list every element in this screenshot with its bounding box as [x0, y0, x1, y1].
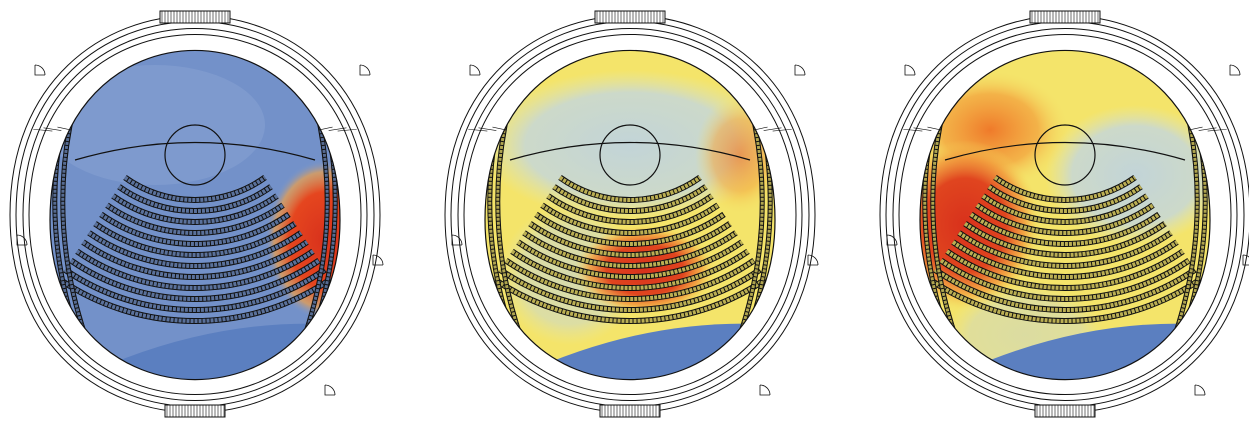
seat-row	[510, 249, 750, 290]
seat-row	[951, 240, 1179, 279]
door	[469, 64, 481, 76]
seat-row	[981, 194, 1149, 224]
stair-step	[1207, 128, 1227, 132]
heat-zone	[485, 323, 775, 380]
wall	[450, 20, 810, 408]
wall	[9, 15, 381, 414]
seat-row	[81, 240, 309, 279]
stage-edge	[944, 141, 1186, 161]
seat-row	[492, 277, 768, 323]
seat-row	[993, 175, 1137, 202]
heat-zone	[920, 323, 1210, 380]
stair-step	[772, 128, 792, 132]
door	[16, 234, 28, 246]
door	[372, 254, 384, 266]
door	[359, 64, 371, 76]
stair-step	[903, 128, 923, 132]
seat-row	[534, 212, 726, 246]
wall	[22, 27, 368, 401]
stage-edge	[509, 141, 751, 161]
stair-step	[337, 128, 357, 132]
seat-row	[957, 231, 1173, 268]
wall	[444, 15, 816, 414]
wall	[885, 20, 1245, 408]
wall	[879, 15, 1249, 414]
door	[324, 384, 336, 396]
door	[794, 64, 806, 76]
stair	[164, 404, 226, 418]
seat-row	[933, 268, 1197, 312]
seat-row	[969, 212, 1161, 246]
stair-step	[468, 128, 488, 132]
stage-edge	[74, 141, 316, 161]
wall	[484, 49, 776, 380]
seat-row	[558, 175, 702, 202]
seat-row	[105, 203, 285, 235]
door	[1229, 64, 1241, 76]
stair-step	[1198, 127, 1217, 131]
seat-row	[75, 249, 315, 290]
seat-row	[963, 221, 1167, 257]
wall	[463, 34, 797, 395]
seat-row	[546, 194, 714, 224]
stair-step	[33, 128, 53, 132]
door	[34, 64, 46, 76]
seat-row	[945, 249, 1185, 290]
wall	[28, 34, 362, 395]
seat-row	[516, 240, 744, 279]
wall	[49, 49, 341, 380]
stair	[599, 404, 661, 418]
heat-zone	[50, 323, 340, 380]
seat-row	[99, 212, 291, 246]
seat-row	[111, 194, 279, 224]
heat-zone	[50, 65, 265, 185]
heat-map	[485, 50, 775, 380]
door	[1194, 384, 1206, 396]
seat-row	[93, 221, 297, 257]
door	[886, 234, 898, 246]
seat-row	[522, 231, 738, 268]
seat-row	[504, 258, 756, 302]
seat-row	[87, 231, 303, 268]
stair-step	[913, 127, 932, 131]
stair	[1034, 404, 1096, 418]
door	[904, 64, 916, 76]
stage-circle	[164, 124, 226, 186]
door	[807, 254, 819, 266]
door	[759, 384, 771, 396]
seat-row	[552, 185, 708, 213]
seat-row	[498, 268, 762, 312]
floor-plan	[879, 10, 1249, 418]
door	[1242, 254, 1249, 266]
stair-step	[43, 127, 62, 131]
wall	[898, 34, 1232, 395]
seat-row	[123, 175, 267, 202]
seat-row	[63, 268, 327, 312]
floor-plan	[444, 10, 819, 418]
wall	[15, 20, 375, 408]
seat-row	[975, 203, 1155, 235]
stair-step	[478, 127, 497, 131]
seat-row	[927, 277, 1203, 323]
wall	[892, 27, 1238, 401]
stair-step	[328, 127, 347, 131]
seat-row	[528, 221, 732, 257]
stage-circle	[599, 124, 661, 186]
wall	[457, 27, 803, 401]
seat-row	[69, 258, 321, 302]
seat-row	[540, 203, 720, 235]
door	[451, 234, 463, 246]
stage-circle	[1034, 124, 1096, 186]
stair-step	[763, 127, 782, 131]
wall	[919, 49, 1211, 380]
seat-row	[939, 258, 1191, 302]
seat-row	[57, 277, 333, 323]
heat-map	[50, 50, 340, 380]
seat-row	[987, 185, 1143, 213]
floor-plan	[9, 10, 384, 418]
seat-row	[117, 185, 273, 213]
